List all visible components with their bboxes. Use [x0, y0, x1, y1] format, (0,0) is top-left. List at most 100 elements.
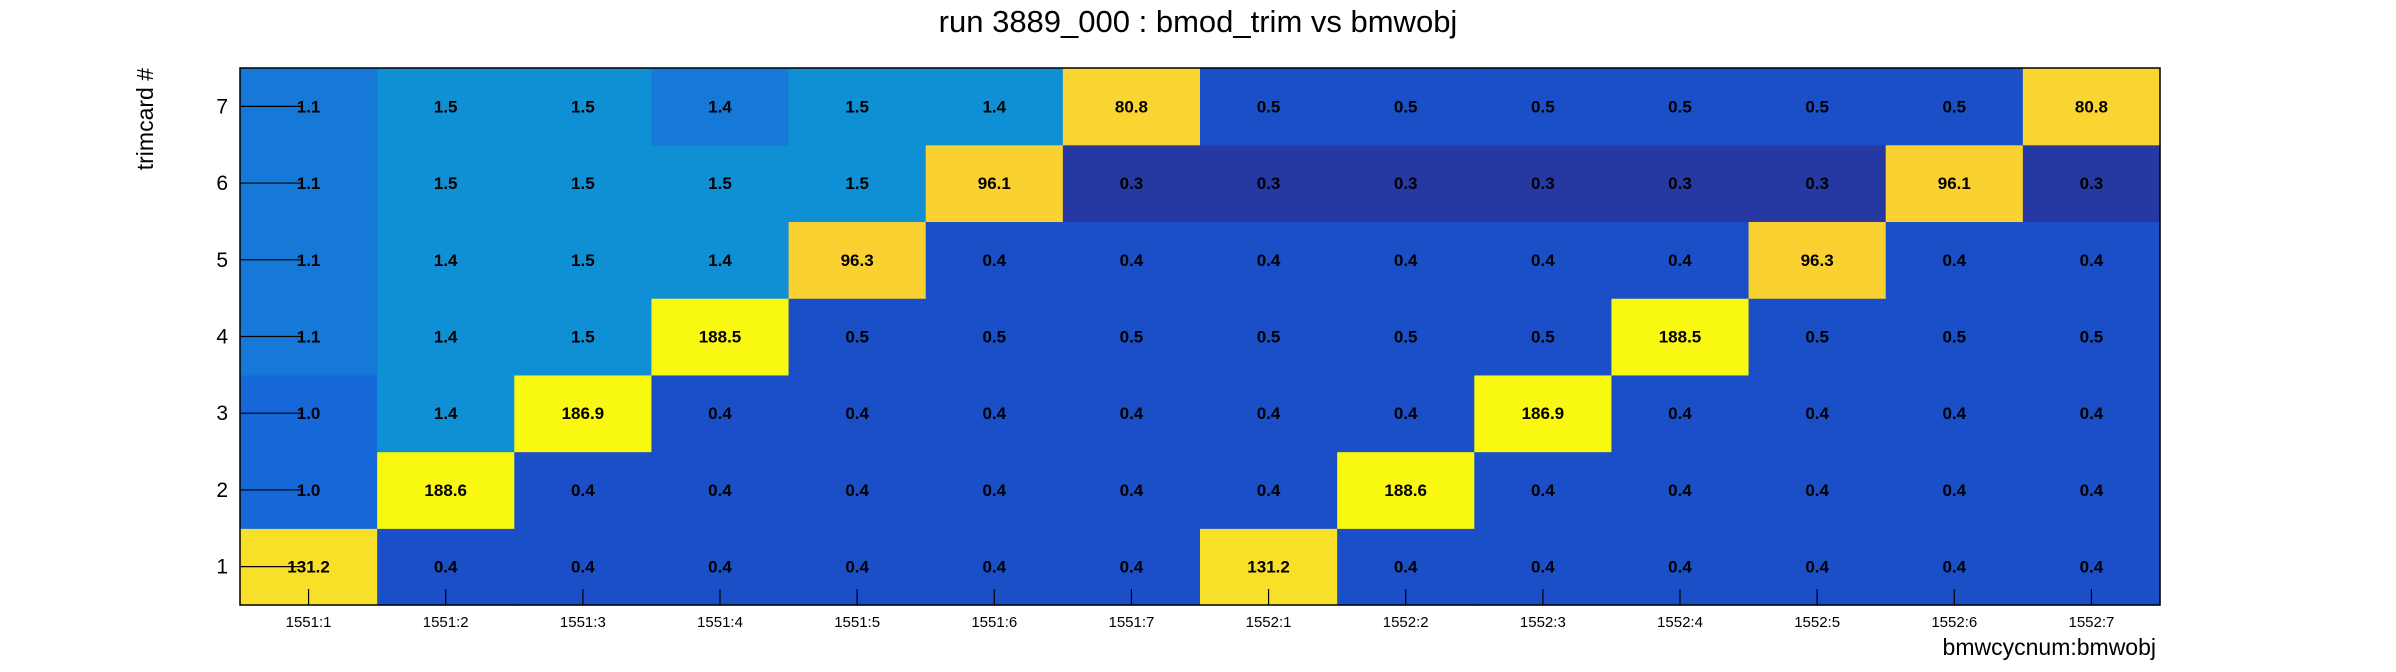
cell-value-label: 0.4 [2080, 481, 2104, 500]
cell-value-label: 0.3 [1257, 174, 1281, 193]
heatmap-cell [1200, 221, 1338, 299]
cell-value-label: 0.4 [1668, 481, 1692, 500]
cell-value-label: 0.4 [1668, 251, 1692, 270]
cell-value-label: 0.4 [982, 481, 1006, 500]
heatmap-cell [2022, 68, 2161, 146]
heatmap-cell [788, 68, 927, 146]
cell-value-label: 1.5 [845, 97, 869, 116]
heatmap-cell [1611, 68, 1750, 146]
cell-value-labels: 131.2 0.4 0.4 0.4 0.4 0.4 0.4 131.2 0.4 0.4 0.4 0.4… [287, 97, 2108, 576]
cell-value-label: 96.3 [841, 251, 874, 270]
cell-value-label: 0.4 [2080, 404, 2104, 423]
y-tick-label: 7 [216, 95, 228, 118]
cell-value-label: 0.5 [1668, 97, 1692, 116]
y-tick-label: 4 [216, 326, 228, 349]
cell-value-label: 0.4 [1531, 558, 1555, 577]
heatmap-cell [651, 374, 790, 453]
x-tick-label: 1551:3 [560, 614, 606, 631]
heatmap-cell [1062, 68, 1201, 146]
heatmap-cell [514, 451, 653, 529]
heatmap-cell [2022, 374, 2161, 453]
heatmap-cell [514, 221, 653, 299]
heatmap-cell [1200, 68, 1338, 146]
heatmap-cell [1337, 144, 1475, 223]
heatmap-cell [1200, 451, 1338, 529]
cell-value-label: 0.3 [1668, 174, 1692, 193]
cell-value-label: 0.4 [1942, 251, 1966, 270]
y-axis-label: trimcard # [132, 68, 158, 170]
cell-value-label: 188.6 [1384, 481, 1427, 500]
heatmap-cell [514, 298, 653, 376]
cell-value-label: 0.4 [1394, 404, 1418, 423]
heatmap-cell [651, 298, 790, 376]
x-tick-label: 1552:4 [1657, 614, 1703, 631]
heatmap-cell [1474, 374, 1613, 453]
cell-value-label: 0.5 [1805, 97, 1829, 116]
x-tick-label: 1552:3 [1520, 614, 1566, 631]
cell-value-label: 1.4 [434, 328, 458, 347]
heatmap-cell [514, 144, 653, 223]
x-tick-label: 1551:5 [834, 614, 880, 631]
cell-value-label: 0.4 [1805, 481, 1829, 500]
heatmap-cell [2022, 144, 2161, 223]
cell-value-label: 1.4 [434, 404, 458, 423]
cell-value-label: 0.4 [845, 481, 869, 500]
heatmap-cell [925, 144, 1064, 223]
cell-value-label: 0.4 [708, 404, 732, 423]
heatmap-cell [1611, 144, 1750, 223]
cell-value-label: 188.6 [424, 481, 467, 500]
cell-value-label: 1.5 [571, 97, 595, 116]
cell-value-label: 0.4 [1531, 251, 1555, 270]
cell-value-label: 0.3 [1531, 174, 1555, 193]
heatmap-cell [1611, 374, 1750, 453]
cell-value-label: 0.4 [1668, 558, 1692, 577]
cell-value-label: 188.5 [1659, 328, 1702, 347]
cell-value-label: 80.8 [2075, 97, 2108, 116]
heatmap-cell [1337, 221, 1475, 299]
heatmap-cell [377, 68, 515, 146]
heatmap-cell [1748, 144, 1887, 223]
heatmap-cell [1337, 298, 1475, 376]
cell-value-label: 1.5 [434, 174, 458, 193]
heatmap-cell [1062, 374, 1201, 453]
cell-value-label: 0.5 [1942, 97, 1966, 116]
cell-value-label: 0.3 [1805, 174, 1829, 193]
cell-value-label: 1.1 [297, 174, 321, 193]
cell-value-label: 1.0 [297, 404, 321, 423]
cell-value-label: 0.4 [1120, 251, 1144, 270]
cell-value-label: 0.4 [1257, 404, 1281, 423]
heatmap-cell [1885, 298, 2024, 376]
cell-value-label: 1.5 [708, 174, 732, 193]
heatmap-cell [651, 144, 790, 223]
cell-value-label: 0.4 [1120, 481, 1144, 500]
cell-value-label: 0.4 [1120, 404, 1144, 423]
heatmap-cell [1885, 221, 2024, 299]
cell-value-label: 0.4 [1805, 404, 1829, 423]
heatmap-cell [788, 374, 927, 453]
cell-value-label: 1.5 [571, 328, 595, 347]
y-tick-label: 5 [216, 249, 228, 272]
cell-value-label: 80.8 [1115, 97, 1148, 116]
cell-value-label: 0.4 [2080, 251, 2104, 270]
heatmap-cell [1611, 298, 1750, 376]
cell-value-label: 0.5 [1942, 328, 1966, 347]
heatmap-cell [377, 374, 515, 453]
cell-value-label: 0.5 [1531, 328, 1555, 347]
heatmap-cell [651, 221, 790, 299]
heatmap-cell [1474, 68, 1613, 146]
cell-value-label: 0.4 [708, 481, 732, 500]
cell-value-label: 1.5 [845, 174, 869, 193]
cell-value-label: 1.4 [982, 97, 1006, 116]
heatmap-cell [377, 451, 515, 529]
cell-value-label: 0.4 [708, 558, 732, 577]
cell-value-label: 1.0 [297, 481, 321, 500]
cell-value-label: 0.4 [571, 558, 595, 577]
cell-value-label: 1.5 [571, 251, 595, 270]
cell-value-label: 0.4 [1942, 558, 1966, 577]
heatmap-cell [514, 374, 653, 453]
heatmap-cell [1062, 451, 1201, 529]
heatmap-cell [1062, 298, 1201, 376]
x-tick-label: 1552:2 [1383, 614, 1429, 631]
heatmap-cell [1748, 221, 1887, 299]
